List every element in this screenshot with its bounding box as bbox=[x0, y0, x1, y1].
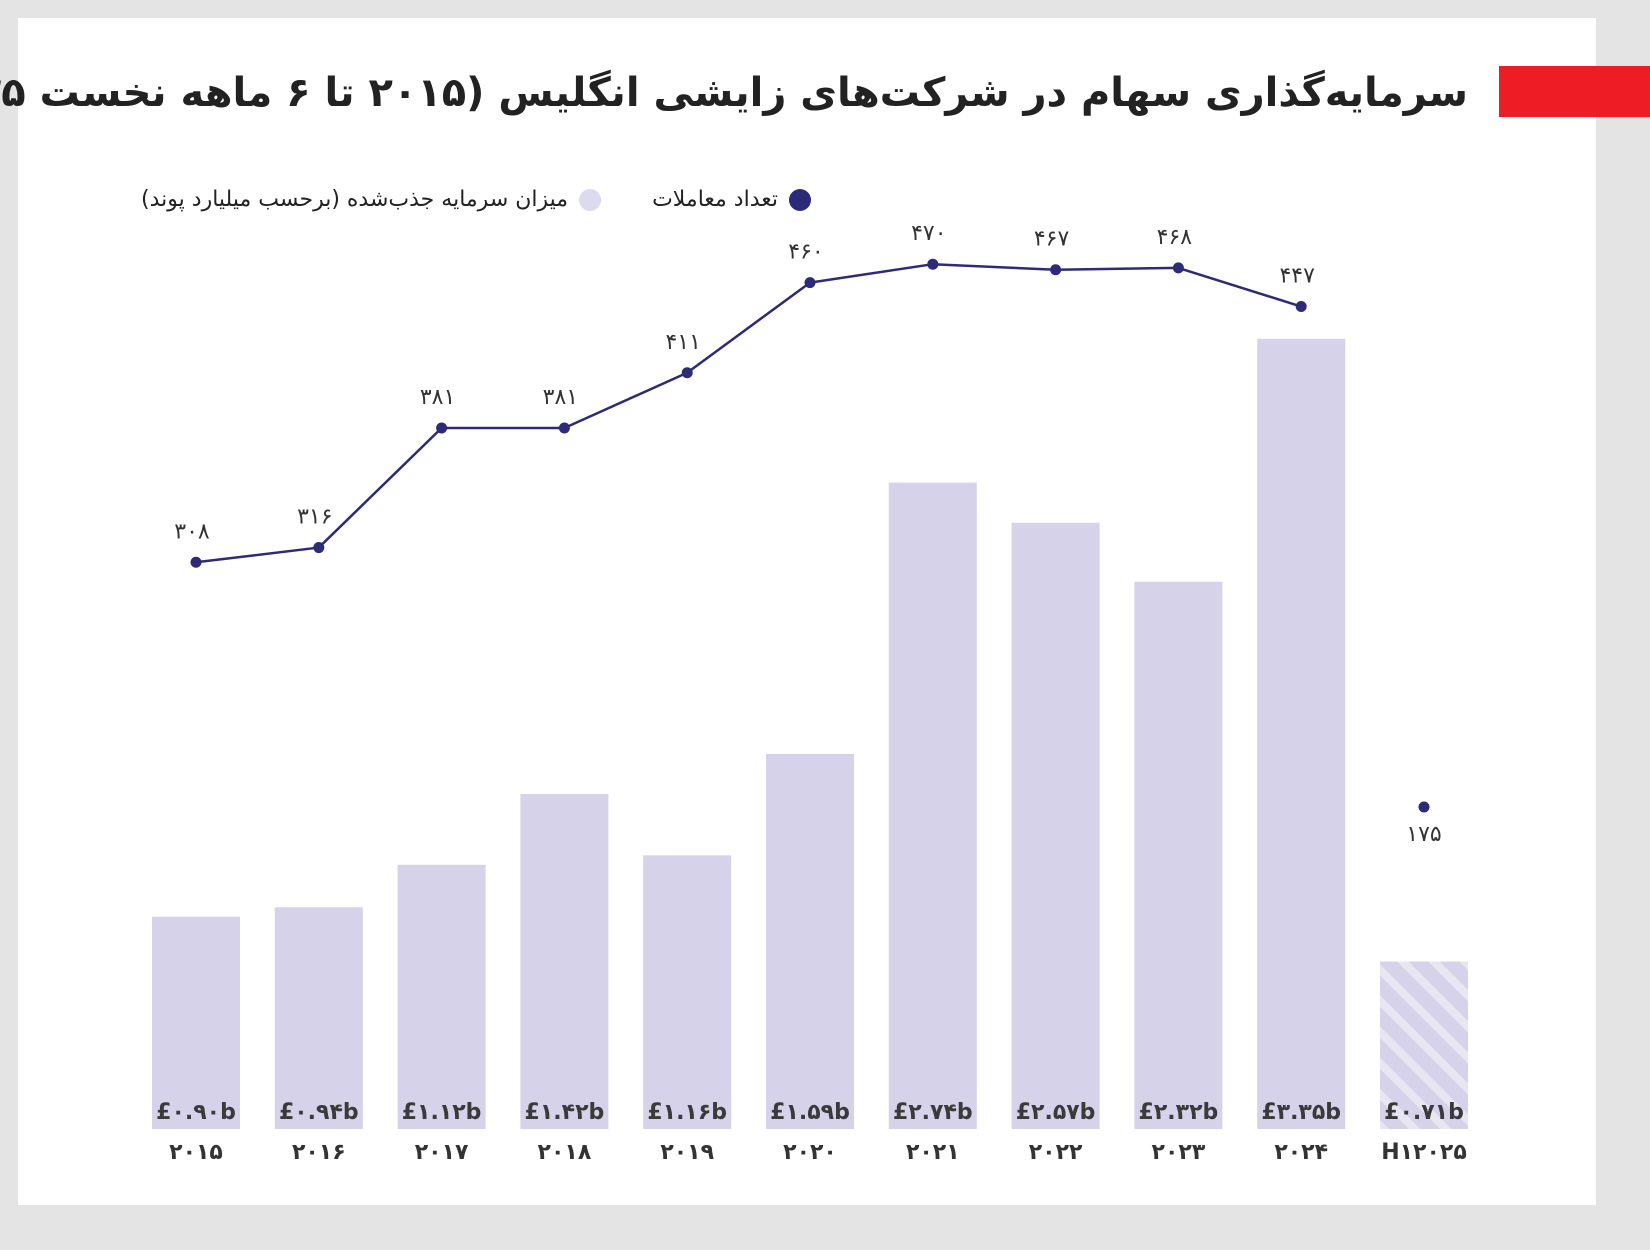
legend-marker bbox=[579, 189, 602, 211]
bar-value-label: £۳.۳۵b bbox=[1261, 1100, 1341, 1125]
bar bbox=[274, 907, 363, 1129]
line-value-label: ۴۷۰ bbox=[911, 221, 946, 246]
bar-value-label: £۲.۵۷b bbox=[1016, 1100, 1096, 1125]
line-segment bbox=[932, 262, 1056, 271]
bar bbox=[1011, 522, 1100, 1129]
legend-label: میزان سرمایه جذب‌شده (برحسب میلیارد پوند… bbox=[141, 187, 568, 212]
line-segment bbox=[1055, 266, 1179, 271]
legend-marker bbox=[789, 189, 811, 211]
line-value-label: ۴۶۸ bbox=[1157, 225, 1193, 250]
line-point bbox=[436, 422, 448, 434]
bar bbox=[152, 916, 240, 1129]
bar bbox=[888, 482, 977, 1130]
line-segment bbox=[1178, 266, 1302, 308]
x-tick-label: ۲۰۱۵ bbox=[169, 1140, 223, 1165]
x-tick-label: ۲۰۱۸ bbox=[538, 1140, 592, 1165]
line-segment bbox=[686, 281, 811, 374]
bar-value-label: £۰.۹۴b bbox=[279, 1100, 359, 1125]
x-tick-label: ۲۰۱۹ bbox=[660, 1140, 714, 1165]
bar bbox=[1257, 338, 1346, 1129]
line-value-label: ۳۸۱ bbox=[420, 385, 455, 410]
x-tick-label: H۱۲۰۲۵ bbox=[1381, 1140, 1467, 1165]
line-segment bbox=[809, 262, 933, 284]
line-value-label: ۱۷۵ bbox=[1406, 822, 1441, 847]
line-point bbox=[681, 367, 693, 379]
title-accent bbox=[1499, 66, 1650, 117]
line-point bbox=[558, 422, 570, 434]
bar-value-label: £۲.۷۴b bbox=[893, 1100, 973, 1125]
bar-value-label: £۱.۱۶b bbox=[647, 1100, 727, 1125]
bar bbox=[397, 864, 486, 1129]
bar-value-label: £۱.۵۹b bbox=[770, 1100, 850, 1125]
line-point bbox=[804, 277, 816, 289]
bar-value-label: £۰.۹۰b bbox=[156, 1100, 236, 1125]
x-tick-label: ۲۰۲۴ bbox=[1274, 1140, 1328, 1165]
x-tick-label: ۲۰۲۲ bbox=[1029, 1140, 1083, 1165]
line-value-label: ۳۸۱ bbox=[543, 385, 578, 410]
x-tick-label: ۲۰۱۷ bbox=[415, 1140, 469, 1165]
bar-value-label: £۲.۳۲b bbox=[1139, 1100, 1219, 1125]
bar-value-label: £۱.۴۲b bbox=[525, 1100, 605, 1125]
line-value-label: ۴۴۷ bbox=[1279, 264, 1315, 289]
line-point bbox=[1050, 264, 1062, 276]
x-tick-label: ۲۰۲۳ bbox=[1152, 1140, 1206, 1165]
line-point bbox=[313, 542, 325, 554]
x-tick-label: ۲۰۲۱ bbox=[906, 1140, 960, 1165]
line-segment bbox=[195, 546, 319, 564]
line-value-label: ۴۶۷ bbox=[1034, 227, 1070, 252]
line-value-label: ۳۱۶ bbox=[297, 505, 332, 530]
line-point bbox=[1295, 301, 1307, 313]
line-point bbox=[1172, 262, 1184, 274]
bar bbox=[1134, 581, 1223, 1129]
line-value-label: ۴۱۱ bbox=[665, 330, 700, 355]
bar bbox=[520, 794, 609, 1129]
line-value-label: ۳۰۸ bbox=[174, 519, 210, 544]
legend-label: تعداد معاملات bbox=[652, 187, 778, 212]
x-tick-label: ۲۰۱۶ bbox=[292, 1140, 346, 1165]
x-tick-label: ۲۰۲۰ bbox=[783, 1140, 837, 1165]
bar bbox=[766, 753, 854, 1129]
line-segment bbox=[317, 427, 443, 549]
bar-value-label: £۱.۱۲b bbox=[402, 1100, 482, 1125]
line-value-label: ۴۶۰ bbox=[788, 240, 823, 265]
bar bbox=[643, 855, 732, 1129]
line-point bbox=[190, 556, 202, 568]
bar bbox=[1380, 961, 1468, 1129]
bar-value-label: £۰.۷۱b bbox=[1384, 1100, 1464, 1125]
line-segment bbox=[563, 371, 688, 430]
chart-title: سرمایه‌گذاری سهام در شرکت‌های زایشی انگل… bbox=[0, 69, 1468, 116]
line-point bbox=[1418, 801, 1430, 813]
line-point bbox=[927, 258, 939, 270]
